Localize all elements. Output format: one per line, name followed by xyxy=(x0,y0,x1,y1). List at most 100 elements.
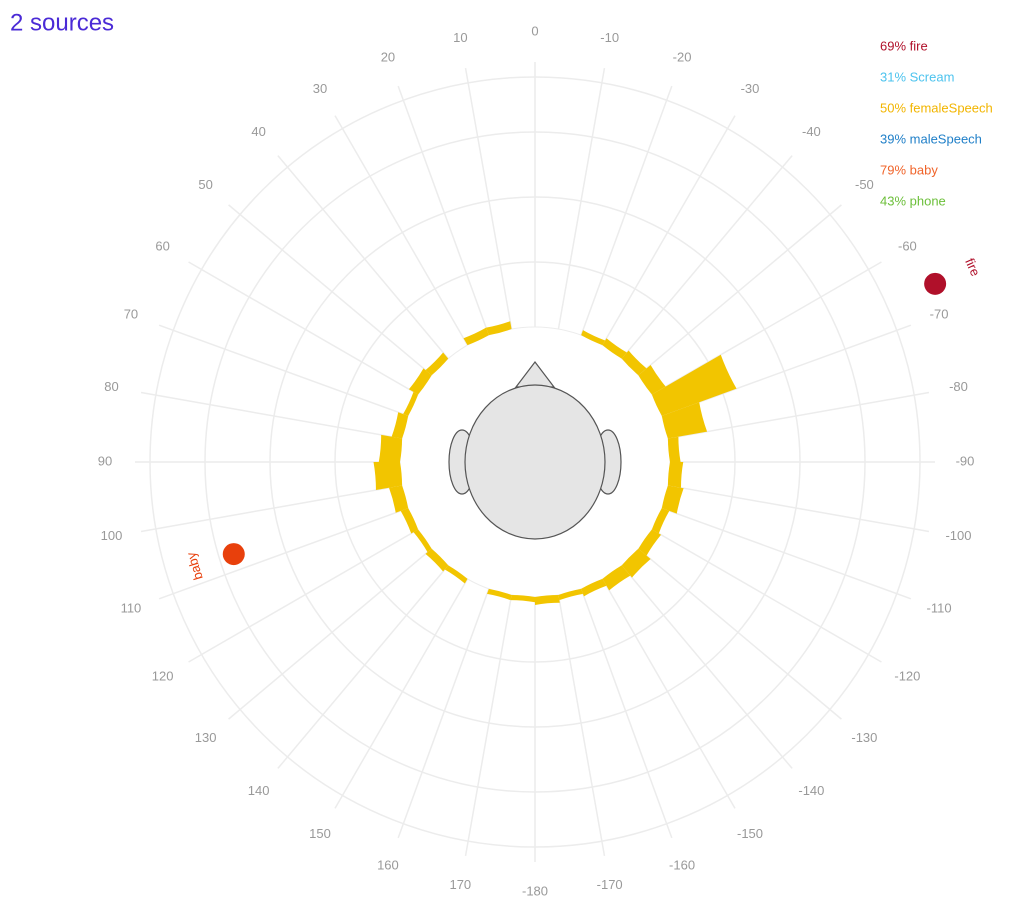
angle-tick-label: -170 xyxy=(597,877,623,892)
histogram-bar xyxy=(400,508,419,534)
angle-tick-label: -20 xyxy=(673,49,692,64)
histogram-bar xyxy=(621,548,651,578)
angle-tick-label: -100 xyxy=(945,528,971,543)
grid-spoke xyxy=(557,67,606,330)
grid-spoke xyxy=(651,528,882,663)
angle-tick-label: -30 xyxy=(741,81,760,96)
angle-tick-label: -160 xyxy=(669,858,695,873)
angle-tick-label: -90 xyxy=(956,453,975,468)
legend-entry: 43% phone xyxy=(880,193,946,208)
histogram-bar xyxy=(661,485,684,514)
angle-tick-label: -10 xyxy=(600,30,619,45)
grid-spoke xyxy=(601,115,736,346)
grid-spoke xyxy=(228,548,433,720)
grid-spoke xyxy=(601,578,736,809)
histogram-bar xyxy=(558,588,583,601)
legend-entry: 79% baby xyxy=(880,162,938,177)
histogram-bar xyxy=(391,412,409,439)
histogram-bar xyxy=(373,462,403,491)
angle-tick-label: -40 xyxy=(802,124,821,139)
angle-tick-label: 40 xyxy=(251,124,265,139)
grid-spoke xyxy=(637,204,842,376)
histogram-bar xyxy=(581,578,607,597)
legend-entry: 50% femaleSpeech xyxy=(880,100,993,115)
angle-tick-label: -80 xyxy=(949,379,968,394)
angle-tick-label: 140 xyxy=(248,783,270,798)
angle-tick-label: -50 xyxy=(855,177,874,192)
histogram-bar xyxy=(378,434,403,462)
grid-spoke xyxy=(637,548,842,720)
grid-spoke xyxy=(277,564,449,769)
grid-spoke xyxy=(158,507,409,600)
angle-tick-label: -140 xyxy=(798,783,824,798)
grid-spoke xyxy=(188,528,419,663)
angle-tick-label: 110 xyxy=(121,601,142,616)
histogram-bar xyxy=(444,565,468,584)
angle-tick-label: -130 xyxy=(851,730,877,745)
histogram-bar xyxy=(661,402,708,439)
grid-spoke xyxy=(661,507,912,600)
angle-tick-label: 60 xyxy=(155,238,169,253)
grid-spoke xyxy=(667,391,930,440)
angle-tick-label: -180 xyxy=(522,883,548,898)
angle-tick-label: 0 xyxy=(531,23,538,38)
angle-tick-label: 130 xyxy=(195,730,217,745)
grid-spoke xyxy=(334,578,469,809)
histogram-bar xyxy=(413,529,432,553)
grid-spoke xyxy=(621,155,793,360)
histogram-bar xyxy=(602,338,627,359)
angle-tick-label: 10 xyxy=(453,30,467,45)
histogram-bar xyxy=(667,436,681,462)
grid-spoke xyxy=(140,484,403,533)
angle-tick-label: 30 xyxy=(313,81,327,96)
histogram xyxy=(373,321,737,605)
grid-spoke xyxy=(580,588,673,839)
angle-tick-label: 70 xyxy=(124,306,138,321)
angle-tick-label: 150 xyxy=(309,826,331,841)
grid-spoke xyxy=(334,115,469,346)
angle-tick-label: -70 xyxy=(930,306,949,321)
grid-spoke xyxy=(464,594,513,857)
histogram-bar xyxy=(510,594,535,603)
histogram-bar xyxy=(638,529,662,556)
histogram-bar xyxy=(487,588,512,601)
grid-spoke xyxy=(397,85,490,336)
histogram-bar xyxy=(425,548,449,572)
grid-spoke xyxy=(188,261,419,396)
angle-tick-label: 90 xyxy=(98,453,112,468)
legend-entry: 39% maleSpeech xyxy=(880,131,982,146)
source-marker xyxy=(222,543,245,566)
angle-tick-label: 20 xyxy=(381,49,395,64)
head xyxy=(448,361,622,540)
histogram-bar xyxy=(602,565,631,591)
grid-spoke xyxy=(667,484,930,533)
grid-spoke xyxy=(228,204,433,376)
angle-tick-label: -60 xyxy=(898,238,917,253)
grid-spoke xyxy=(651,261,882,396)
histogram-bar xyxy=(463,327,489,346)
grid-spoke xyxy=(557,594,606,857)
source-label: baby xyxy=(183,550,206,582)
angle-tick-label: -110 xyxy=(927,601,952,616)
foreground: fire baby 69% fire 31% Scream 50% femaleSpee… xyxy=(183,38,993,581)
angle-tick-label: 120 xyxy=(152,668,174,683)
angle-tick-label: 80 xyxy=(104,379,118,394)
grid-spoke xyxy=(464,67,513,330)
angle-tick-label: -150 xyxy=(737,826,763,841)
grid-spoke xyxy=(277,155,449,360)
histogram-bar xyxy=(425,352,449,376)
angle-tick-label: -120 xyxy=(894,668,920,683)
angle-tick-label: 170 xyxy=(449,877,471,892)
histogram-bar xyxy=(651,354,737,416)
histogram-bar xyxy=(638,365,666,395)
angle-tick-label: 50 xyxy=(198,177,212,192)
grid-spoke xyxy=(621,564,793,769)
angle-tick-label: 160 xyxy=(377,858,399,873)
histogram-bar xyxy=(408,368,432,395)
grid-spoke xyxy=(397,588,490,839)
grid-spoke xyxy=(158,324,409,417)
legend-entry: 31% Scream xyxy=(880,69,954,84)
angle-tick-label: 100 xyxy=(101,528,123,543)
histogram-bar xyxy=(621,350,647,376)
